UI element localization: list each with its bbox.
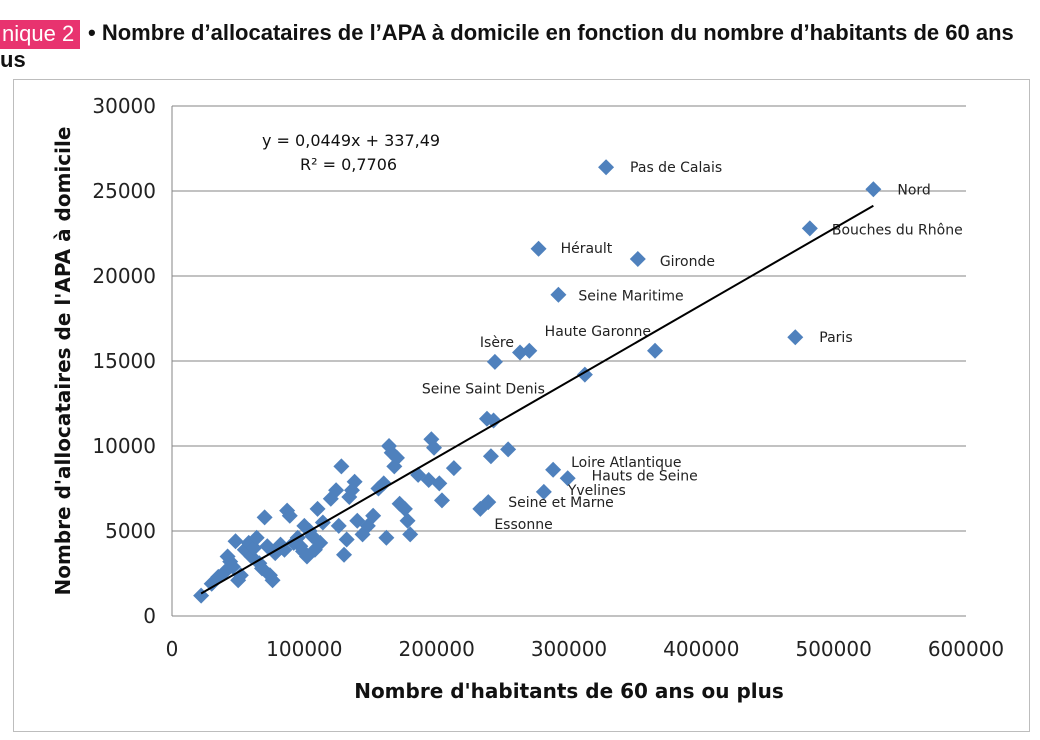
labeled-point-12 bbox=[535, 483, 552, 500]
figure-badge: nique 2 bbox=[0, 20, 81, 49]
data-point-9 bbox=[232, 567, 249, 584]
data-point-37 bbox=[312, 534, 329, 551]
y-tick-label-5: 25000 bbox=[92, 179, 156, 203]
labeled-point-11 bbox=[559, 470, 576, 487]
labeled-point-8 bbox=[787, 329, 804, 346]
data-point-51 bbox=[365, 507, 382, 524]
point-label-5: Seine Maritime bbox=[578, 289, 683, 305]
x-tick-label-3: 300000 bbox=[531, 637, 607, 661]
y-axis-title: Nombre d'allocataires de l'APA à domicil… bbox=[51, 127, 75, 596]
data-point-53 bbox=[375, 475, 392, 492]
point-label-7: Haute Garonne bbox=[545, 324, 651, 340]
data-point-17 bbox=[256, 509, 273, 526]
point-label-8: Paris bbox=[819, 330, 852, 346]
point-label-12: Yvelines bbox=[567, 483, 626, 499]
data-point-72 bbox=[485, 412, 502, 429]
data-point-67 bbox=[431, 475, 448, 492]
data-point-62 bbox=[402, 526, 419, 543]
point-label-11: Hauts de Seine bbox=[592, 468, 698, 484]
y-tick-label-3: 15000 bbox=[92, 349, 156, 373]
x-tick-label-2: 200000 bbox=[398, 637, 474, 661]
data-point-7 bbox=[227, 533, 244, 550]
data-point-44 bbox=[338, 531, 355, 548]
data-point-47 bbox=[346, 473, 363, 490]
data-point-60 bbox=[396, 500, 413, 517]
point-label-4: Gironde bbox=[660, 254, 715, 270]
data-point-68 bbox=[433, 492, 450, 509]
x-tick-label-0: 0 bbox=[166, 637, 179, 661]
labeled-point-4 bbox=[629, 251, 646, 267]
chart-header: nique 2 • Nombre d’allocataires de l’APA… bbox=[0, 18, 1040, 74]
point-label-3: Hérault bbox=[561, 241, 613, 257]
point-label-9: Seine Saint Denis bbox=[422, 382, 545, 398]
trendline bbox=[200, 204, 874, 595]
labeled-point-1 bbox=[865, 181, 882, 198]
data-point-41 bbox=[330, 517, 347, 534]
labeled-point-5 bbox=[550, 286, 567, 303]
data-point-20 bbox=[264, 572, 281, 589]
y-tick-label-2: 10000 bbox=[92, 434, 156, 458]
data-point-26 bbox=[281, 507, 298, 524]
point-label-6: Isère bbox=[480, 335, 514, 351]
data-point-75 bbox=[521, 342, 538, 359]
x-tick-label-1: 100000 bbox=[266, 637, 342, 661]
y-tick-label-1: 5000 bbox=[105, 519, 156, 543]
data-point-66 bbox=[426, 439, 443, 456]
data-point-40 bbox=[328, 482, 345, 499]
trendline-equation: y = 0,0449x + 337,49 bbox=[262, 131, 440, 150]
data-point-54 bbox=[378, 529, 395, 546]
labeled-point-6 bbox=[486, 353, 503, 370]
point-label-14: Essonne bbox=[494, 517, 552, 533]
labeled-point-2 bbox=[801, 220, 818, 237]
chart-title-continued: us bbox=[0, 47, 26, 72]
x-tick-label-5: 500000 bbox=[795, 637, 871, 661]
x-tick-label-4: 400000 bbox=[663, 637, 739, 661]
point-label-2: Bouches du Rhône bbox=[832, 222, 963, 238]
point-label-10: Loire Atlantique bbox=[571, 455, 681, 471]
data-point-69 bbox=[445, 460, 462, 477]
data-point-61 bbox=[399, 512, 416, 529]
labeled-point-7 bbox=[647, 342, 664, 359]
labeled-point-0 bbox=[598, 159, 615, 176]
chart-title: • Nombre d’allocataires de l’APA à domic… bbox=[88, 20, 1014, 45]
point-label-1: Nord bbox=[897, 182, 930, 198]
data-point-43 bbox=[336, 546, 353, 563]
data-point-71 bbox=[482, 448, 499, 465]
chart-frame bbox=[13, 79, 1030, 732]
labeled-point-14 bbox=[472, 500, 489, 517]
data-point-14 bbox=[248, 529, 265, 546]
data-point-36 bbox=[309, 500, 326, 517]
data-point-58 bbox=[388, 449, 405, 466]
data-point-73 bbox=[500, 441, 517, 458]
y-tick-label-4: 20000 bbox=[92, 264, 156, 288]
x-tick-label-6: 600000 bbox=[928, 637, 1004, 661]
labeled-point-10 bbox=[545, 461, 562, 478]
data-point-42 bbox=[333, 458, 350, 475]
y-tick-label-0: 0 bbox=[143, 604, 156, 628]
trendline-r-squared: R² = 0,7706 bbox=[300, 155, 397, 174]
y-tick-label-6: 30000 bbox=[92, 94, 156, 118]
point-label-0: Pas de Calais bbox=[630, 160, 722, 176]
x-axis-title: Nombre d'habitants de 60 ans ou plus bbox=[354, 679, 784, 703]
data-point-6 bbox=[224, 558, 241, 575]
data-point-24 bbox=[276, 541, 293, 558]
point-label-13: Seine et Marne bbox=[508, 495, 614, 511]
labeled-point-3 bbox=[530, 240, 547, 257]
